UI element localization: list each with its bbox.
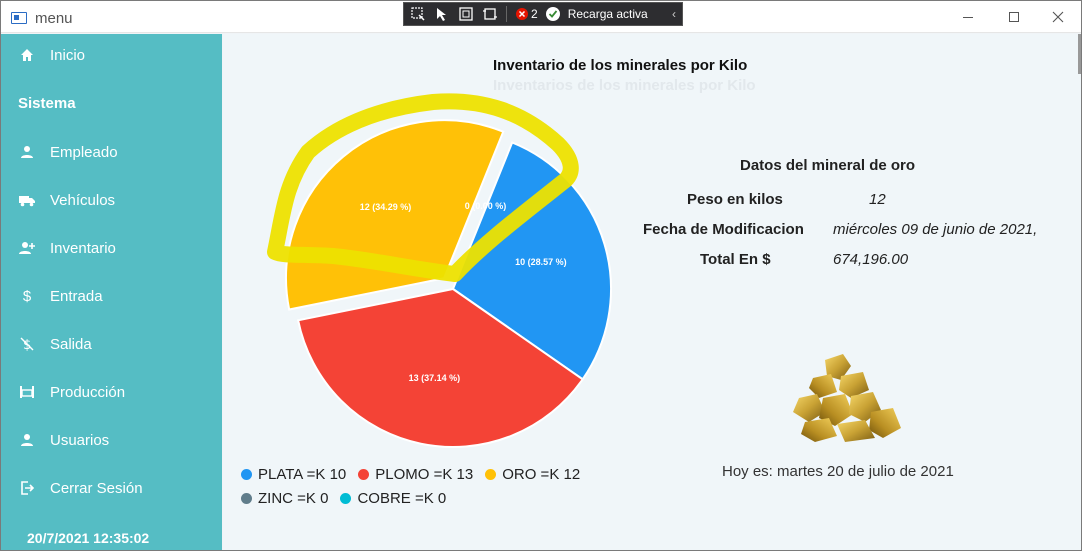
track-focus-icon[interactable] [482,6,498,22]
legend-label: COBRE =K 0 [357,489,447,507]
sidebar-item-label: Salida [50,335,92,353]
gold-nuggets-image [793,354,901,442]
legend-item-plomo[interactable]: PLOMO =K 13 [358,462,473,486]
legend-swatch [358,468,370,480]
collapse-toolbar-icon[interactable]: ‹ [672,7,676,21]
date-value: miércoles 09 de junio de 2021, [833,221,1038,238]
total-label: Total En $ [700,251,771,268]
legend-label: PLATA =K 10 [258,465,347,483]
pie-label-oro: 12 (34.29 %) [360,202,412,212]
chart-title: Inventario de los minerales por Kilo [493,57,748,74]
window-title: menu [35,10,73,27]
select-element-icon[interactable] [410,6,426,22]
toolbar-separator [506,6,507,22]
sidebar-item-salida[interactable]: $ Salida [1,322,222,366]
maximize-icon [1009,12,1019,22]
legend-swatch [241,468,252,480]
sidebar: Inicio Sistema Empleado Vehículos Invent… [1,33,222,550]
today-date: Hoy es: martes 20 de julio de 2021 [722,463,954,480]
sidebar-item-usuarios[interactable]: Usuarios [1,418,222,462]
total-value: 674,196.00 [833,251,909,268]
sidebar-item-label: Inventario [50,239,116,257]
maximize-button[interactable] [991,1,1037,33]
legend-swatch [340,492,352,504]
scrollbar[interactable] [1078,34,1081,74]
sidebar-item-label: Inicio [50,46,86,64]
home-icon [19,47,35,63]
hot-reload-label[interactable]: Recarga activa [567,7,648,21]
sidebar-item-entrada[interactable]: $ Entrada [1,274,222,318]
legend-swatch [241,492,252,504]
title-bar: menu 2 Recarga activa ‹ [1,1,1081,33]
minimize-icon [963,16,973,18]
chart-legend: PLATA =K 10 PLOMO =K 13 ORO =K 12 ZINC =K 0… [241,462,691,510]
sidebar-item-label: Empleado [50,143,118,161]
sidebar-section-sistema: Sistema [18,95,76,112]
truck-icon [19,192,35,208]
binding-error-count: 2 [531,7,538,21]
sidebar-item-vehiculos[interactable]: Vehículos [1,178,222,222]
sidebar-item-label: Cerrar Sesión [50,479,143,497]
logout-icon [19,480,35,496]
sidebar-item-inventario[interactable]: Inventario [1,226,222,270]
legend-item-plata[interactable]: PLATA =K 10 [241,462,346,486]
close-icon [1052,11,1064,23]
xaml-dev-toolbar: 2 Recarga activa ‹ [403,2,683,26]
user-icon [19,144,35,160]
pie-chart[interactable]: 10 (28.57 %) 13 (37.14 %) 12 (34.29 %) 0 (0… [223,34,663,464]
close-button[interactable] [1035,1,1081,33]
no-dollar-icon: $ [19,336,35,352]
pie-slice-plata[interactable] [451,141,612,381]
user-add-icon [19,240,35,256]
pie-label-zinc: 0 (0.00 %) [465,201,507,211]
sidebar-item-produccion[interactable]: Producción [1,370,222,414]
legend-label: ORO =K 12 [502,465,581,483]
weight-value: 12 [869,191,886,208]
hot-reload-check-icon [545,7,560,21]
sidebar-item-inicio[interactable]: Inicio [1,33,222,77]
binding-errors[interactable]: 2 [515,7,538,21]
weight-label: Peso en kilos [687,191,783,208]
main-content: Inventario de los minerales por Kilo Inv… [223,34,1081,550]
adorner-icon[interactable] [458,6,474,22]
sidebar-item-empleado[interactable]: Empleado [1,130,222,174]
pie-label-plata: 10 (28.57 %) [515,257,567,267]
sidebar-item-label: Usuarios [50,431,110,449]
legend-item-oro[interactable]: ORO =K 12 [485,462,580,486]
app-window-icon [11,12,27,24]
legend-label: PLOMO =K 13 [375,465,474,483]
factory-icon [19,384,35,400]
sidebar-item-label: Entrada [50,287,103,305]
sidebar-item-cerrar-sesion[interactable]: Cerrar Sesión [1,466,222,510]
date-label: Fecha de Modificacion [643,221,804,238]
dollar-icon: $ [22,287,32,305]
legend-label: ZINC =K 0 [258,489,329,507]
pointer-icon[interactable] [434,6,450,22]
sidebar-item-label: Vehículos [50,191,116,209]
legend-swatch [485,468,497,480]
user-icon [19,432,35,448]
current-datetime: 20/7/2021 12:35:02 [27,530,150,546]
info-heading: Datos del mineral de oro [740,157,916,174]
highlight-scribble [267,93,579,282]
sidebar-item-label: Producción [50,383,126,401]
minimize-button[interactable] [945,1,991,33]
legend-item-zinc[interactable]: ZINC =K 0 [241,486,328,510]
legend-item-cobre[interactable]: COBRE =K 0 [340,486,446,510]
error-icon [516,8,528,20]
pie-label-plomo: 13 (37.14 %) [409,373,461,383]
chart-subtitle: Inventarios de los minerales por Kilo [493,77,756,94]
pie-slice-plomo[interactable] [296,287,585,448]
